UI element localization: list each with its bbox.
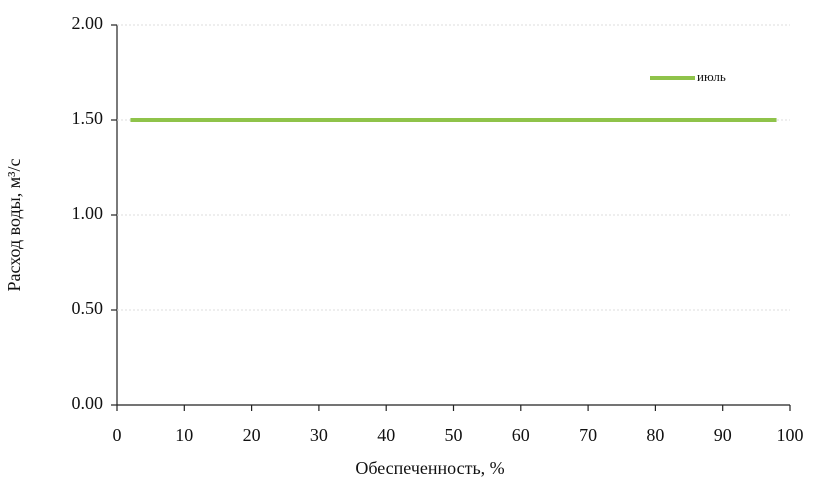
x-tick-label: 80 — [646, 425, 664, 445]
legend-label: июль — [697, 69, 726, 84]
y-tick-label: 0.00 — [72, 393, 104, 413]
x-tick-label: 90 — [714, 425, 732, 445]
y-tick-label: 1.00 — [72, 203, 104, 223]
y-tick-label: 2.00 — [72, 13, 104, 33]
x-tick-label: 60 — [512, 425, 530, 445]
x-tick-label: 70 — [579, 425, 597, 445]
x-tick-label: 50 — [445, 425, 463, 445]
y-tick-label: 0.50 — [72, 298, 104, 318]
y-axis-label: Расход воды, м³/с — [4, 158, 24, 291]
x-tick-label: 20 — [243, 425, 261, 445]
x-tick-label: 100 — [777, 425, 804, 445]
x-tick-label: 0 — [113, 425, 122, 445]
x-tick-label: 30 — [310, 425, 328, 445]
y-tick-label: 1.50 — [72, 108, 104, 128]
x-tick-label: 40 — [377, 425, 395, 445]
x-tick-label: 10 — [175, 425, 193, 445]
x-axis-label: Обеспеченность, % — [355, 458, 504, 478]
